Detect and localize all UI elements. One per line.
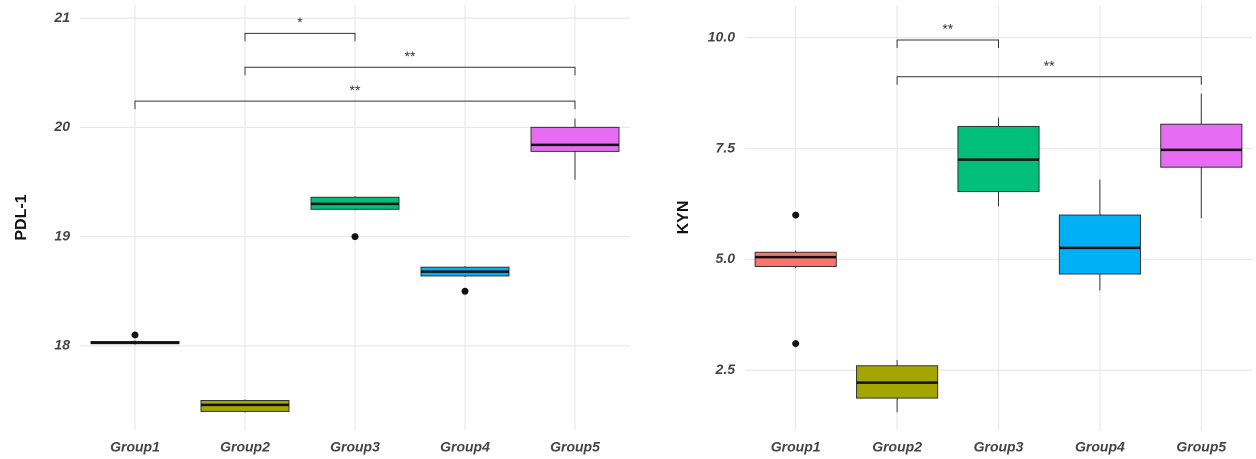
- y-tick-label: 2.5: [715, 361, 736, 377]
- x-tick-label: Group5: [550, 439, 600, 455]
- y-tick-label: 21: [53, 9, 70, 25]
- box: [1160, 123, 1243, 168]
- significance-bracket: [896, 76, 1202, 85]
- y-tick-label: 20: [53, 118, 70, 134]
- significance-bracket: [134, 100, 576, 110]
- significance-label: **: [405, 48, 416, 64]
- outlier: [351, 233, 359, 241]
- box: [1058, 214, 1141, 275]
- x-tick-label: Group3: [330, 439, 380, 455]
- significance-label: **: [350, 82, 361, 98]
- y-tick-label: 19: [54, 227, 70, 243]
- y-tick-label: 5.0: [716, 250, 736, 266]
- significance-label: **: [942, 21, 953, 37]
- outlier: [792, 340, 800, 348]
- outlier: [792, 211, 800, 219]
- significance-bracket: [244, 32, 356, 42]
- x-tick-label: Group4: [1075, 439, 1125, 455]
- box: [754, 251, 837, 267]
- significance-bracket: [896, 39, 999, 49]
- x-tick-label: Group2: [220, 439, 270, 455]
- x-tick-label: Group5: [1176, 439, 1226, 455]
- significance-bracket: [244, 66, 576, 76]
- y-tick-label: 7.5: [716, 139, 736, 155]
- box: [530, 126, 620, 152]
- y-tick-label: 18: [54, 337, 70, 353]
- x-tick-label: Group4: [440, 439, 490, 455]
- y-tick-label: 10.0: [708, 28, 735, 44]
- y-axis-label: PDL-1: [13, 194, 30, 240]
- x-tick-label: Group1: [771, 439, 821, 455]
- outlier: [461, 287, 469, 295]
- outlier: [131, 331, 139, 339]
- significance-label: *: [297, 14, 303, 30]
- y-axis-label: KYN: [675, 201, 692, 235]
- x-tick-label: Group1: [110, 439, 160, 455]
- significance-label: **: [1044, 57, 1055, 73]
- x-tick-label: Group2: [872, 439, 922, 455]
- x-tick-label: Group3: [974, 439, 1024, 455]
